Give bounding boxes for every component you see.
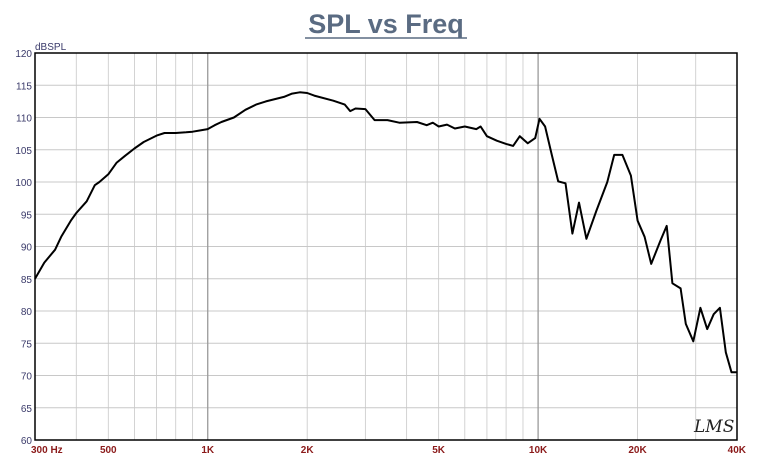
y-tick-label: 95 <box>21 210 33 221</box>
tick-labels: 60 65 70 75 80 85 90 95 100 105 110 115 120 300 Hz 500… <box>15 49 746 456</box>
grid <box>34 52 738 441</box>
y-tick-label: 90 <box>21 243 33 254</box>
x-tick-label: 2K <box>301 445 315 456</box>
y-tick-label: 120 <box>15 49 32 60</box>
y-tick-label: 85 <box>21 275 33 286</box>
y-tick-label: 65 <box>21 404 33 415</box>
y-axis-label: dBSPL <box>35 42 67 53</box>
y-tick-label: 80 <box>21 307 33 318</box>
y-tick-label: 75 <box>21 339 33 350</box>
plot-frame <box>34 52 738 441</box>
x-tick-label: 500 <box>100 445 117 456</box>
y-tick-label: 70 <box>21 372 33 383</box>
series-line-spl <box>34 91 737 374</box>
y-tick-label: 60 <box>21 436 33 447</box>
y-tick-label: 105 <box>15 146 32 157</box>
x-tick-label: 40K <box>728 445 747 456</box>
x-tick-label: 1K <box>201 445 215 456</box>
watermark: LMS <box>693 417 734 437</box>
y-tick-label: 115 <box>16 81 32 92</box>
chart-title: SPL vs Freq <box>308 9 464 39</box>
x-tick-label: 5K <box>432 445 446 456</box>
y-tick-label: 100 <box>15 178 32 189</box>
x-tick-label: 20K <box>628 445 647 456</box>
x-tick-label: 300 Hz <box>31 445 63 456</box>
y-tick-label: 110 <box>16 114 32 125</box>
x-tick-label: 10K <box>529 445 548 456</box>
